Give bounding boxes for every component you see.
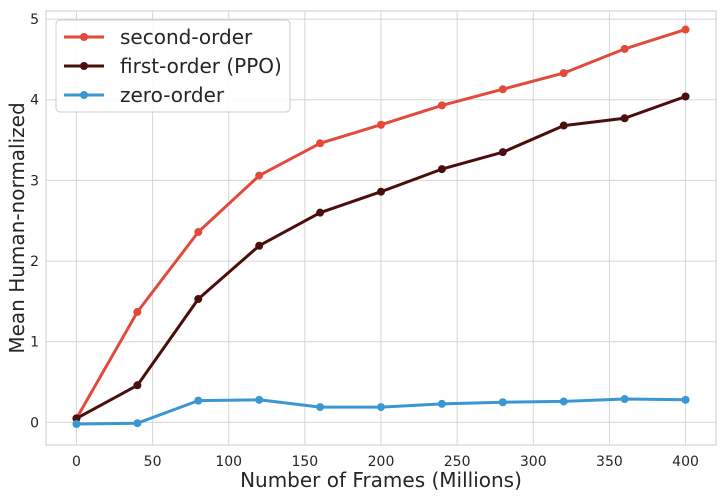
legend-box [55, 19, 291, 113]
x-axis-title: Number of Frames (Millions) [240, 468, 522, 492]
data-point-zero-order [194, 396, 203, 405]
data-point-second-order [316, 139, 325, 148]
legend-marker-second-order [80, 33, 88, 41]
data-point-zero-order [620, 395, 629, 404]
y-axis-title: Mean Human-normalized [5, 102, 29, 353]
data-point-zero-order [681, 395, 690, 404]
data-point-second-order [133, 307, 142, 316]
x-tick-label: 50 [144, 454, 162, 470]
data-point-zero-order [255, 395, 264, 404]
data-point-zero-order [437, 399, 446, 408]
x-tick-label: 300 [520, 454, 547, 470]
y-tick-label: 4 [30, 93, 39, 109]
data-point-second-order [559, 69, 568, 78]
x-tick-label: 250 [444, 454, 471, 470]
data-point-zero-order [559, 397, 568, 406]
data-point-first-order-ppo [194, 294, 203, 303]
data-point-first-order-ppo [437, 165, 446, 174]
legend-marker-zero-order [80, 91, 88, 99]
data-point-second-order [194, 228, 203, 237]
data-point-first-order-ppo [620, 114, 629, 123]
y-tick-label: 0 [30, 415, 39, 431]
data-point-second-order [377, 120, 385, 129]
data-point-second-order [620, 44, 629, 53]
x-tick-label: 150 [291, 454, 318, 470]
data-point-second-order [437, 101, 446, 110]
data-point-first-order-ppo [255, 241, 264, 250]
data-point-zero-order [498, 398, 507, 407]
y-tick-label: 2 [30, 254, 39, 270]
data-point-second-order [498, 85, 507, 94]
data-point-first-order-ppo [377, 187, 385, 196]
data-point-first-order-ppo [498, 148, 507, 157]
data-point-zero-order [316, 403, 325, 412]
data-point-first-order-ppo [559, 121, 568, 130]
y-tick-label: 5 [30, 12, 39, 28]
x-tick-label: 400 [672, 454, 699, 470]
legend-label-second-order: second-order [120, 25, 253, 49]
legend-label-zero-order: zero-order [120, 83, 225, 107]
data-point-first-order-ppo [133, 381, 142, 390]
x-tick-label: 100 [215, 454, 242, 470]
x-tick-label: 0 [72, 454, 81, 470]
data-point-second-order [681, 25, 690, 34]
x-tick-label: 350 [596, 454, 623, 470]
data-point-zero-order [72, 420, 81, 429]
legend: second-order first-order (PPO) zero-order [55, 19, 291, 113]
data-point-second-order [255, 171, 264, 180]
legend-marker-first-order-ppo [80, 62, 88, 70]
x-tick-label: 200 [368, 454, 395, 470]
data-point-zero-order [377, 403, 385, 412]
data-point-first-order-ppo [681, 92, 690, 101]
data-point-zero-order [133, 419, 142, 428]
y-tick-label: 1 [30, 335, 39, 351]
legend-label-first-order-ppo: first-order (PPO) [120, 54, 282, 78]
tick-labels: 0 50 100 150 200 250 300 350 400 0 1 2 3 4 5 [30, 12, 699, 470]
data-point-first-order-ppo [316, 208, 325, 217]
data-point-first-order-ppo [72, 414, 81, 423]
series-lines [72, 25, 690, 429]
y-tick-label: 3 [30, 173, 39, 189]
